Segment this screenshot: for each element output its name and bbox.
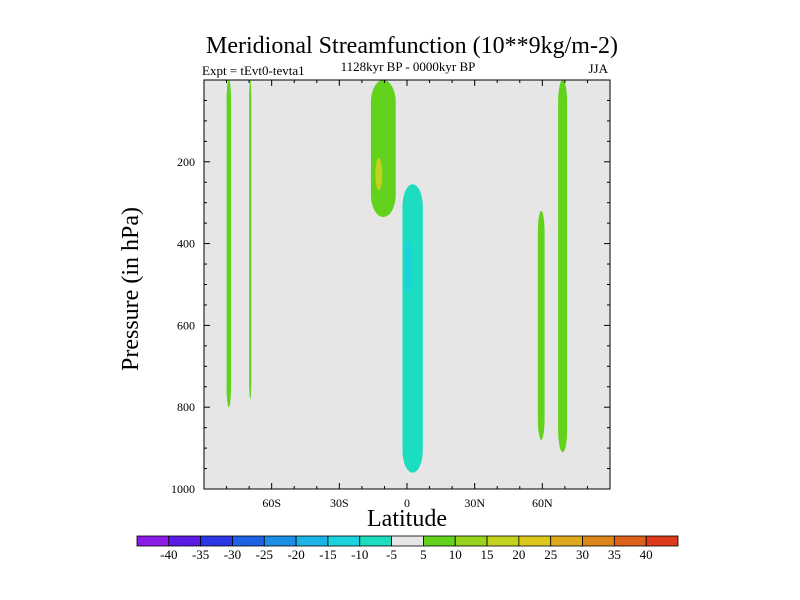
chart-title: Meridional Streamfunction (10**9kg/m-2): [206, 33, 618, 59]
colorbar-box: [359, 535, 392, 547]
colorbar-box: [486, 535, 520, 547]
contour-features: [226, 80, 568, 473]
colorbar-box: [391, 535, 424, 547]
contour-upper-positive-core: [375, 157, 383, 191]
colorbar-label: -20: [287, 547, 304, 562]
x-tick-label: 30S: [330, 496, 349, 510]
axis-ticks: 60S 30S 0 30N 60N 200 400 600 800 1000: [171, 80, 610, 510]
y-tick-label: 800: [177, 400, 195, 414]
colorbar-label: -5: [386, 547, 397, 562]
colorbar-box: [232, 535, 265, 547]
colorbar-label: 25: [544, 547, 557, 562]
colorbar-box: [423, 535, 456, 547]
contour-tropical-core-negative: [404, 239, 412, 293]
contour-southern-negative-strip: [233, 80, 238, 449]
colorbar-label: 30: [576, 547, 589, 562]
contour-tropical-cell-negative: [402, 184, 423, 473]
colorbar-label: 20: [512, 547, 525, 562]
y-tick-label: 200: [177, 155, 195, 169]
colorbar-box: [168, 535, 202, 547]
y-tick-label: 400: [177, 237, 195, 251]
colorbar-label: -40: [160, 547, 177, 562]
colorbar-label: -35: [192, 547, 209, 562]
colorbar-box: [550, 535, 583, 547]
x-tick-label: 30N: [464, 496, 485, 510]
colorbar-box: [454, 535, 488, 547]
colorbar-label: -10: [351, 547, 368, 562]
y-axis-label: Pressure (in hPa): [118, 207, 144, 371]
colorbar-box: [327, 535, 361, 547]
season-label: JJA: [588, 61, 608, 76]
colorbar-box: [136, 535, 170, 547]
x-tick-label: 60N: [532, 496, 553, 510]
contour-northern-positive-strip-2: [537, 210, 545, 440]
colorbar-box: [582, 535, 615, 547]
colorbar-label: -15: [319, 547, 336, 562]
colorbar-box: [518, 535, 552, 547]
x-axis-label: Latitude: [367, 506, 447, 532]
x-tick-label: 0: [404, 496, 410, 510]
colorbar-label: 5: [420, 547, 427, 562]
contour-southern-thin-strip: [249, 80, 252, 400]
colorbar-label: 40: [640, 547, 653, 562]
contour-northern-positive-strip: [558, 80, 568, 453]
colorbar-box: [645, 535, 679, 547]
experiment-label: Expt = tEvt0-tevta1: [202, 63, 305, 78]
colorbar-label: 15: [481, 547, 494, 562]
contour-southern-positive-strip: [226, 80, 232, 408]
colorbar-label: -25: [256, 547, 273, 562]
colorbar-box: [295, 535, 329, 547]
y-tick-label: 1000: [171, 482, 195, 496]
colorbar-box: [263, 535, 297, 547]
contour-upper-positive-cell: [370, 80, 396, 218]
x-tick-label: 60S: [262, 496, 281, 510]
chart-subtitle: 1128kyr BP - 0000kyr BP: [341, 59, 476, 74]
colorbar: -40 -35 -30 -25 -20 -15 -10 -5 5 10 15 20 25 30 35 40: [136, 535, 679, 562]
plot-area: 60S 30S 0 30N 60N 200 400 600 800 1000: [171, 79, 611, 510]
colorbar-label: -30: [224, 547, 241, 562]
y-tick-label: 600: [177, 318, 195, 332]
colorbar-label: 10: [449, 547, 462, 562]
colorbar-box: [613, 535, 647, 547]
colorbar-box: [200, 535, 233, 547]
colorbar-label: 35: [608, 547, 621, 562]
